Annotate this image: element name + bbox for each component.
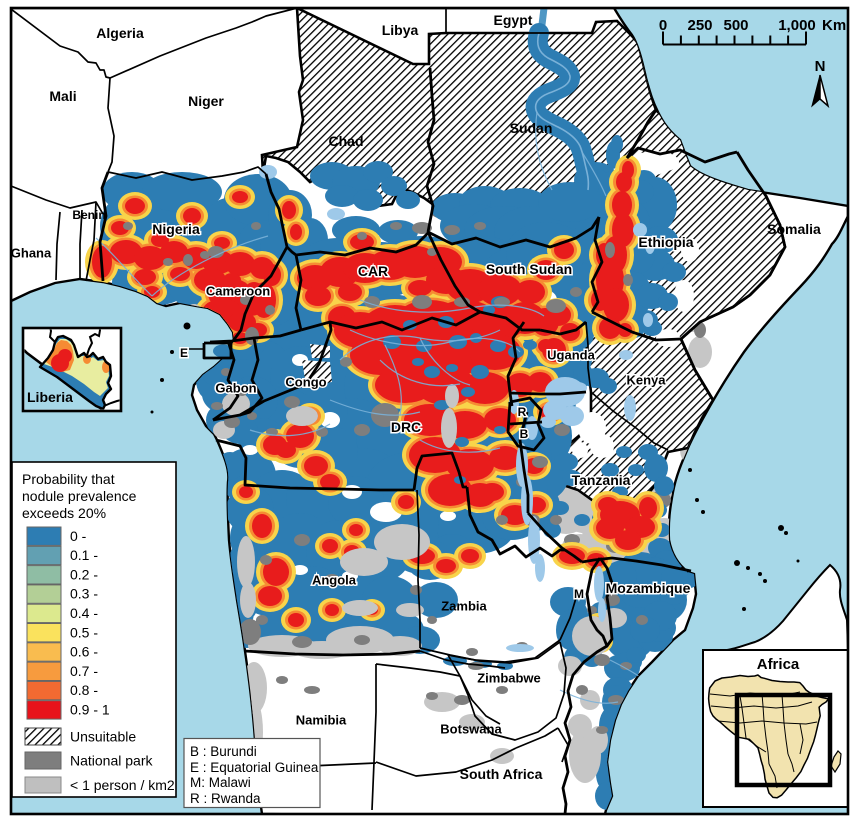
- svg-text:0.2 -: 0.2 -: [70, 566, 98, 582]
- svg-text:R: R: [518, 405, 527, 419]
- svg-text:Namibia: Namibia: [296, 713, 347, 728]
- svg-text:Kenya: Kenya: [626, 373, 666, 388]
- svg-text:0.3 -: 0.3 -: [70, 586, 98, 602]
- svg-text:South Africa: South Africa: [460, 766, 543, 782]
- svg-text:Gabon: Gabon: [215, 381, 256, 396]
- svg-text:E : Equatorial Guinea: E : Equatorial Guinea: [190, 760, 319, 775]
- svg-text:exceeds 20%: exceeds 20%: [22, 505, 106, 521]
- svg-text:0: 0: [659, 17, 667, 34]
- svg-text:250: 250: [687, 17, 712, 34]
- svg-text:E: E: [180, 346, 188, 360]
- svg-text:South Sudan: South Sudan: [486, 261, 572, 277]
- svg-text:Mali: Mali: [49, 88, 76, 104]
- svg-text:nodule prevalence: nodule prevalence: [22, 488, 137, 504]
- svg-text:0.6 -: 0.6 -: [70, 644, 98, 660]
- svg-text:Zambia: Zambia: [441, 599, 487, 614]
- svg-text:Egypt: Egypt: [494, 12, 533, 28]
- svg-text:Km: Km: [822, 17, 846, 34]
- svg-text:Zimbabwe: Zimbabwe: [477, 671, 541, 686]
- svg-text:0.8 -: 0.8 -: [70, 682, 98, 698]
- svg-text:Congo: Congo: [285, 375, 326, 390]
- svg-text:R : Rwanda: R : Rwanda: [190, 791, 261, 806]
- svg-text:Ethiopia: Ethiopia: [638, 234, 693, 250]
- svg-text:B : Burundi: B : Burundi: [190, 744, 257, 759]
- svg-text:0 -: 0 -: [70, 528, 87, 544]
- svg-text:500: 500: [723, 17, 748, 34]
- svg-text:1,000: 1,000: [778, 17, 816, 34]
- svg-text:Mozambique: Mozambique: [606, 580, 691, 596]
- svg-text:M: M: [574, 587, 584, 601]
- svg-text:Africa: Africa: [757, 656, 800, 673]
- svg-text:0.5 -: 0.5 -: [70, 624, 98, 640]
- svg-text:Uganda: Uganda: [547, 348, 595, 363]
- svg-text:0.4 -: 0.4 -: [70, 605, 98, 621]
- svg-text:Cameroon: Cameroon: [206, 284, 270, 299]
- svg-text:M: Malawi: M: Malawi: [190, 775, 251, 790]
- svg-text:N: N: [815, 58, 826, 75]
- svg-text:Botswana: Botswana: [440, 722, 502, 737]
- svg-text:Angola: Angola: [312, 573, 357, 588]
- svg-text:Unsuitable: Unsuitable: [70, 729, 136, 745]
- svg-text:0.1 -: 0.1 -: [70, 547, 98, 563]
- svg-text:Nigeria: Nigeria: [152, 221, 200, 237]
- svg-text:CAR: CAR: [358, 263, 388, 279]
- svg-text:Sudan: Sudan: [510, 120, 553, 136]
- svg-text:Niger: Niger: [188, 93, 224, 109]
- svg-text:Liberia: Liberia: [27, 389, 73, 405]
- svg-text:National park: National park: [70, 753, 153, 769]
- svg-text:0.7 -: 0.7 -: [70, 663, 98, 679]
- svg-text:DRC: DRC: [391, 419, 421, 435]
- svg-text:Somalia: Somalia: [767, 221, 821, 237]
- svg-text:Tanzania: Tanzania: [572, 472, 631, 488]
- svg-text:Probability that: Probability that: [22, 471, 115, 487]
- svg-text:Ghana: Ghana: [11, 246, 52, 261]
- svg-text:< 1 person / km2: < 1 person / km2: [70, 777, 175, 793]
- svg-text:0.9 - 1: 0.9 - 1: [70, 702, 110, 718]
- svg-text:Benin: Benin: [72, 208, 105, 222]
- svg-text:Libya: Libya: [382, 22, 419, 38]
- svg-text:Algeria: Algeria: [96, 25, 144, 41]
- svg-text:Chad: Chad: [329, 133, 364, 149]
- svg-text:B: B: [520, 427, 529, 441]
